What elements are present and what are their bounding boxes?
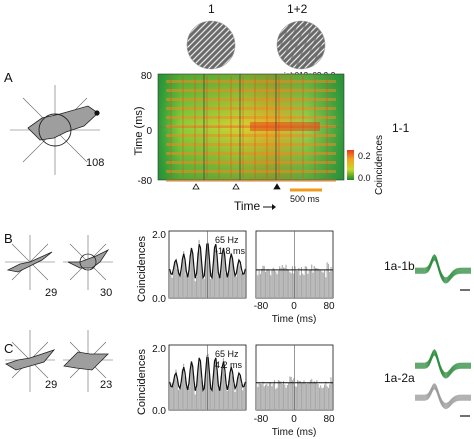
ccg-xtick-neg-b: -80	[254, 301, 269, 312]
ccg-flat-c	[255, 344, 334, 411]
polar-plots-b	[5, 235, 113, 290]
spectrotemporal-heatmap	[157, 73, 345, 182]
ccg-oscillation-b	[168, 230, 247, 299]
oblique-grating-icon	[186, 20, 236, 70]
ccg-flat-b	[255, 230, 334, 299]
spike-waveforms-c	[415, 349, 471, 410]
colorbar-tick-max: 0.2	[358, 151, 371, 161]
stimulus-label-1: 1	[208, 2, 215, 16]
polar-value-c1: 29	[45, 379, 57, 391]
ccg-xlabel-b: Time (ms)	[272, 314, 317, 325]
heatmap-ytick-80: 80	[141, 71, 153, 82]
panel-c-letter: C	[4, 341, 13, 356]
ccg-ytick-max-b: 2.0	[152, 230, 166, 241]
ccg-ytick-min-b: 0.0	[152, 294, 166, 305]
onset-triangle-icon	[273, 183, 281, 190]
panel-b-letter: B	[4, 231, 13, 246]
polar-value-b1: 29	[45, 287, 57, 299]
arrow-right-icon	[263, 204, 276, 210]
onset-triangle-icon	[192, 183, 200, 190]
ccg-xlabel-c: Time (ms)	[272, 427, 317, 438]
pair-label-a: 1-1	[392, 121, 410, 135]
panel-a-letter: A	[4, 70, 13, 85]
stimulus-label-12: 1+2	[287, 2, 308, 16]
ccg-xtick-neg-c: -80	[254, 414, 269, 425]
scale-bar-label: 500 ms	[290, 194, 320, 204]
ccg-ylabel-b: Coincidences	[136, 235, 148, 302]
colorbar-tick-min: 0.0	[358, 173, 371, 183]
spike-waveforms-b	[415, 254, 471, 284]
ccg-xtick-pos-b: 80	[323, 301, 335, 312]
ccg-frequency-c: 65 Hz	[215, 349, 239, 359]
ccg-xtick-pos-c: 80	[323, 414, 335, 425]
heatmap-ytick-neg80: -80	[138, 176, 153, 187]
ccg-ytick-max-c: 2.0	[152, 344, 166, 355]
ccg-lag-b: -1.8 ms	[215, 246, 246, 256]
pair-label-b: 1a-1b	[384, 259, 415, 273]
heatmap-ytick-0: 0	[146, 126, 152, 137]
ccg-frequency-b: 65 Hz	[215, 235, 239, 245]
ccg-ylabel-c: Coincidences	[136, 348, 148, 415]
stimulus-onset-markers	[192, 183, 281, 190]
polar-value-b2: 30	[100, 287, 112, 299]
polar-plots-c	[5, 330, 113, 392]
heatmap-xlabel: Time	[234, 199, 261, 213]
reference-dot-icon	[94, 110, 100, 116]
polar-value-c2: 23	[100, 379, 112, 391]
polar-plot-a	[10, 85, 100, 175]
ccg-xtick-zero-c: 0	[291, 414, 297, 425]
onset-triangle-icon	[232, 183, 240, 190]
ccg-xtick-zero-b: 0	[291, 301, 297, 312]
ccg-ytick-min-c: 0.0	[152, 406, 166, 417]
plaid-grating-icon	[276, 20, 326, 70]
polar-value-a: 108	[86, 157, 104, 169]
ccg-oscillation-c	[168, 344, 247, 411]
heatmap-ylabel: Time (ms)	[133, 106, 145, 155]
pair-label-c: 1a-2a	[384, 371, 415, 385]
colorbar	[347, 150, 354, 180]
colorbar-label: Coincidences	[374, 135, 385, 195]
ccg-lag-c: 4.2 ms	[215, 360, 243, 370]
